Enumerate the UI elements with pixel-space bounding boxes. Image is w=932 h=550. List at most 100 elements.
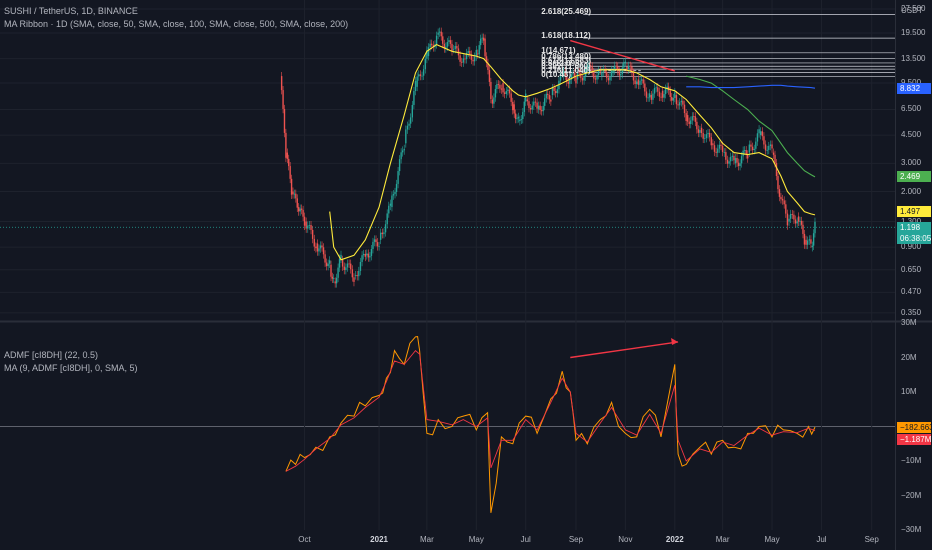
- candle-body: [422, 69, 425, 76]
- candle-body: [418, 74, 420, 77]
- price-tick-label: 4.500: [901, 130, 922, 140]
- candle-body: [589, 65, 592, 67]
- candle-body: [680, 100, 682, 103]
- candle-body: [513, 104, 515, 114]
- candle-body: [372, 241, 374, 250]
- candle-body: [758, 129, 760, 134]
- candle-body: [694, 116, 697, 122]
- candle-body: [666, 86, 668, 89]
- candle-body: [572, 72, 574, 75]
- admf-legend[interactable]: ADMF [cI8DH] (22, 0.5): [4, 350, 99, 360]
- badge-price: 1.198: [897, 221, 931, 233]
- candle-body: [512, 101, 514, 111]
- ma-ribbon-legend[interactable]: MA Ribbon · 1D (SMA, close, 50, SMA, clo…: [4, 19, 349, 29]
- candle-body: [786, 213, 789, 226]
- candle-body: [356, 275, 358, 277]
- candle-body: [785, 204, 787, 214]
- symbol-legend[interactable]: SUSHI / TetherUS, 1D, BINANCE: [4, 6, 138, 16]
- candle-body: [305, 221, 307, 229]
- candle-body: [296, 198, 298, 208]
- candle-body: [472, 59, 474, 62]
- candle-body: [704, 138, 706, 139]
- admf-arrow-head: [671, 337, 679, 345]
- candle-body: [366, 253, 368, 256]
- candle-body: [691, 116, 693, 121]
- candle-body: [443, 43, 446, 49]
- candle-body: [802, 224, 804, 234]
- candle-body: [563, 70, 565, 77]
- candle-body: [308, 224, 311, 226]
- candle-body: [567, 82, 570, 84]
- candle-body: [658, 91, 661, 97]
- candle-body: [550, 99, 552, 102]
- osc-tick-label: 30M: [901, 318, 917, 327]
- candle-body: [461, 61, 463, 63]
- candle-body: [395, 183, 398, 192]
- candle-body: [345, 267, 347, 271]
- candle-body: [789, 213, 792, 219]
- candle-body: [780, 196, 782, 200]
- candle-body: [561, 71, 563, 74]
- candle-body: [661, 90, 664, 98]
- candle-body: [386, 213, 388, 225]
- time-axis-label: Jul: [520, 535, 531, 544]
- candle-body: [805, 239, 807, 245]
- candle-body: [747, 154, 749, 159]
- candle-body: [629, 65, 631, 67]
- ma-oscillator-legend[interactable]: MA (9, ADMF [cI8DH], 0, SMA, 5): [4, 363, 138, 373]
- candle-body: [728, 161, 730, 164]
- candle-body: [671, 96, 673, 101]
- candle-body: [398, 159, 401, 172]
- candle-body: [479, 38, 482, 46]
- candle-body: [545, 93, 547, 99]
- candle-body: [739, 163, 741, 167]
- candle-body: [493, 97, 495, 104]
- candle-body: [645, 91, 648, 98]
- candle-body: [373, 239, 376, 242]
- candle-body: [333, 278, 335, 280]
- candle-body: [484, 38, 486, 57]
- candle-body: [648, 93, 651, 98]
- candle-body: [324, 254, 326, 263]
- time-axis-label: 2022: [665, 535, 684, 544]
- candle-body: [340, 254, 342, 259]
- candle-body: [438, 31, 441, 33]
- price-tick-label: 2.000: [901, 186, 922, 196]
- candle-body: [529, 108, 532, 110]
- candle-body: [519, 119, 521, 122]
- candle-body: [488, 70, 491, 82]
- candle-body: [583, 76, 585, 81]
- candle-body: [604, 69, 606, 73]
- candle-body: [481, 37, 483, 39]
- candle-body: [745, 150, 747, 155]
- fib-level-label: 1(14.671): [541, 45, 576, 55]
- candle-body: [547, 93, 549, 96]
- candle-body: [469, 50, 471, 55]
- price-trend-arrow: [570, 39, 676, 72]
- candle-body: [531, 105, 533, 110]
- candle-body: [311, 229, 314, 239]
- candle-body: [537, 105, 540, 110]
- candle-body: [411, 104, 413, 118]
- candle-body: [594, 78, 597, 80]
- candle-body: [800, 220, 803, 225]
- candle-body: [388, 205, 390, 214]
- candle-body: [712, 143, 714, 146]
- candle-body: [391, 195, 393, 208]
- candle-body: [367, 253, 370, 258]
- candle-body: [351, 269, 354, 278]
- candle-body: [761, 131, 764, 137]
- annotations: [0, 39, 895, 359]
- candle-body: [449, 40, 452, 44]
- fib-level-label: 2.618(25.469): [541, 7, 592, 17]
- candle-body: [525, 93, 527, 102]
- candle-body: [440, 31, 442, 37]
- candle-body: [678, 102, 681, 106]
- time-axis-label: Nov: [618, 535, 633, 544]
- price-tick-label: 9.500: [901, 78, 921, 87]
- candle-body: [617, 66, 619, 72]
- candle-body: [496, 84, 498, 90]
- osc-tick-label: −10M: [901, 456, 922, 465]
- candle-body: [553, 88, 555, 92]
